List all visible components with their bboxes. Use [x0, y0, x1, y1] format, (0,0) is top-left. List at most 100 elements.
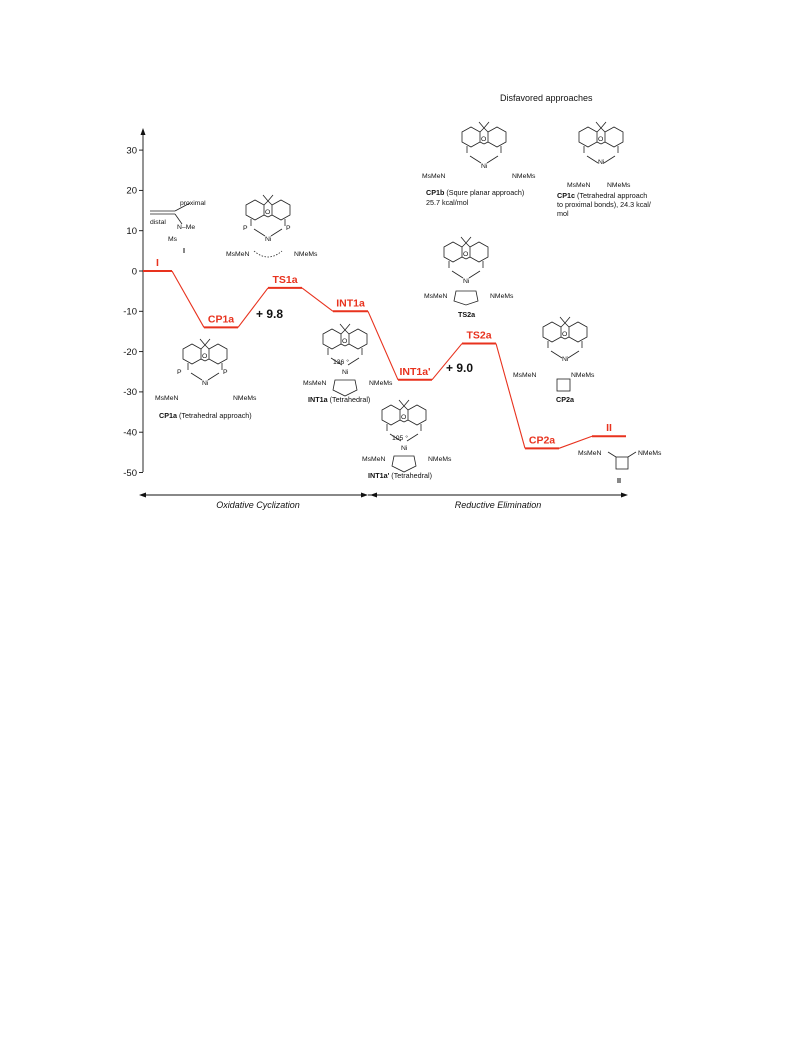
svg-text:NMeMs: NMeMs: [607, 182, 631, 189]
structure-TS1a: O P P Ni MsMeN NMeMs: [226, 194, 318, 258]
svg-text:NMeMs: NMeMs: [233, 395, 257, 402]
level-label-ii: II: [606, 422, 612, 434]
caption-INT1a-prime: INT1a' (Tetrahedral): [368, 471, 432, 480]
svg-text:Ni: Ni: [342, 369, 349, 376]
energy-levels: [143, 270, 626, 450]
structure-CP2a: O Ni MsMeN NMeMs: [513, 316, 595, 392]
caption-II: II: [617, 476, 621, 485]
structure-CP1c: O Ni MsMeN NMeMs: [567, 121, 631, 189]
svg-text:distal: distal: [150, 219, 166, 226]
svg-text:O: O: [342, 338, 347, 345]
structure-INT1a: O 136 ° Ni MsMeN NMeMs: [303, 323, 393, 397]
svg-text:MsMeN: MsMeN: [226, 251, 250, 258]
structure-II: MsMeN NMeMs II: [578, 450, 662, 485]
structure-TS2a: O Ni MsMeN NMeMs: [424, 236, 514, 306]
level-label-cp1a: CP1a: [208, 313, 234, 325]
svg-text:MsMeN: MsMeN: [513, 372, 537, 379]
connector-line: [237, 287, 269, 328]
caption-I: I: [183, 246, 185, 255]
svg-text:O: O: [598, 136, 603, 143]
svg-text:Ni: Ni: [463, 278, 470, 285]
y-tick-label: 30: [126, 145, 137, 156]
barrier-label-2: + 9.0: [446, 361, 473, 375]
caption-CP1c-line2: to proximal bonds), 24.3 kcal/: [557, 200, 651, 209]
caption-CP1b: CP1b (Squre planar approach): [426, 188, 524, 197]
y-tick-label: 20: [126, 186, 137, 197]
svg-text:Ni: Ni: [401, 445, 408, 452]
connector-line: [431, 343, 463, 381]
caption-CP1c-line3: mol: [557, 209, 569, 218]
svg-text:O: O: [265, 209, 270, 216]
connector-line: [301, 287, 334, 312]
svg-text:O: O: [401, 414, 406, 421]
svg-text:P: P: [243, 225, 248, 232]
svg-text:MsMeN: MsMeN: [567, 182, 591, 189]
svg-text:O: O: [202, 353, 207, 360]
caption-INT1a: INT1a (Tetrahedral): [308, 395, 370, 404]
connector-line: [367, 311, 399, 381]
svg-text:O: O: [481, 136, 486, 143]
structure-CP1a: O P P Ni MsMeN NMeMs: [155, 338, 257, 402]
structure-I: proximal distal N–Me Ms I: [150, 200, 206, 255]
svg-text:proximal: proximal: [180, 200, 206, 207]
y-tick-label: -20: [123, 347, 137, 358]
svg-text:MsMeN: MsMeN: [155, 395, 179, 402]
svg-text:NMeMs: NMeMs: [428, 456, 452, 463]
svg-text:Ni: Ni: [202, 380, 209, 387]
svg-text:P: P: [223, 369, 228, 376]
phase-label-oxidative-cyclization: Oxidative Cyclization: [216, 500, 300, 510]
svg-text:Ms: Ms: [168, 236, 178, 243]
structure-CP1b: O Ni MsMeN NMeMs: [422, 121, 536, 180]
svg-text:NMeMs: NMeMs: [294, 251, 318, 258]
caption-CP1c: CP1c (Tetrahedral approach: [557, 191, 647, 200]
svg-text:136 °: 136 °: [333, 358, 349, 366]
phase-arrows: [139, 492, 628, 498]
svg-text:MsMeN: MsMeN: [422, 173, 446, 180]
y-tick-label: 0: [132, 266, 137, 277]
disfavored-heading: Disfavored approaches: [500, 93, 593, 103]
svg-text:NMeMs: NMeMs: [571, 372, 595, 379]
svg-text:O: O: [562, 331, 567, 338]
level-connectors: [171, 270, 593, 449]
level-label-int1a: INT1a: [336, 297, 365, 309]
barrier-label-1: + 9.8: [256, 307, 283, 321]
svg-text:MsMeN: MsMeN: [424, 293, 448, 300]
connector-line: [171, 270, 205, 328]
caption-CP1b-energy: 25.7 kcal/mol: [426, 198, 469, 207]
y-axis: 30 20 10 0 -10 -20 -30 -40 -50: [123, 128, 146, 479]
svg-text:MsMeN: MsMeN: [578, 450, 602, 457]
svg-text:P: P: [177, 369, 182, 376]
level-label-cp2a: CP2a: [529, 434, 555, 446]
svg-text:MsMeN: MsMeN: [303, 380, 327, 387]
phase-label-reductive-elimination: Reductive Elimination: [455, 500, 542, 510]
svg-text:MsMeN: MsMeN: [362, 456, 386, 463]
level-label-ts2a: TS2a: [466, 330, 491, 342]
y-tick-label: -40: [123, 428, 137, 439]
svg-text:P: P: [286, 225, 291, 232]
svg-text:Ni: Ni: [481, 163, 488, 170]
svg-text:O: O: [463, 251, 468, 258]
svg-text:105 °: 105 °: [392, 434, 408, 442]
caption-TS2a: TS2a: [458, 310, 476, 319]
y-tick-label: -10: [123, 307, 137, 318]
connector-line: [495, 343, 526, 449]
y-tick-label: 10: [126, 226, 137, 237]
level-label-int1a-prime: INT1a': [399, 366, 430, 378]
level-label-i: I: [156, 257, 159, 269]
svg-text:NMeMs: NMeMs: [369, 380, 393, 387]
svg-text:NMeMs: NMeMs: [490, 293, 514, 300]
svg-text:Ni: Ni: [265, 236, 272, 243]
level-label-ts1a: TS1a: [272, 274, 297, 286]
y-tick-label: -50: [123, 468, 137, 479]
level-labels: I CP1a TS1a INT1a INT1a' TS2a CP2a II: [156, 257, 612, 446]
svg-text:Ni: Ni: [562, 356, 569, 363]
caption-CP2a: CP2a: [556, 395, 575, 404]
caption-CP1a: CP1a (Tetrahedral approach): [159, 411, 252, 420]
connector-line: [558, 435, 593, 449]
structure-INT1a-prime: O 105 ° Ni MsMeN NMeMs: [362, 399, 452, 473]
svg-text:Ni: Ni: [598, 159, 605, 166]
svg-text:N–Me: N–Me: [177, 224, 195, 231]
svg-text:NMeMs: NMeMs: [512, 173, 536, 180]
svg-text:NMeMs: NMeMs: [638, 450, 662, 457]
